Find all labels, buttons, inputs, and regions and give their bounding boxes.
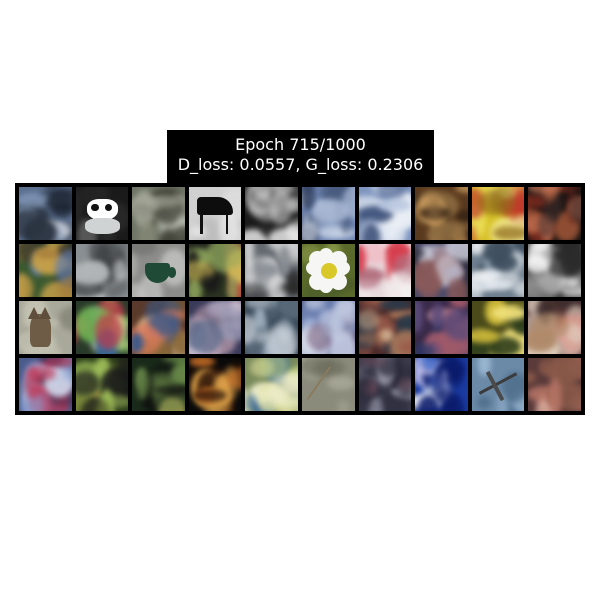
generated-sample-tile — [358, 244, 412, 297]
generated-sample-tile — [132, 358, 185, 411]
generated-sample-tile — [19, 301, 72, 354]
generated-sample-tile — [528, 301, 581, 354]
generated-samples-grid — [15, 183, 585, 415]
generated-sample-tile — [301, 358, 355, 411]
generated-sample-tile — [471, 301, 525, 354]
generated-sample-tile — [471, 358, 525, 411]
epoch-label: Epoch 715/1000 — [235, 135, 366, 154]
generated-sample-tile — [245, 244, 298, 297]
generated-sample-tile — [75, 301, 129, 354]
generated-sample-tile — [19, 358, 72, 411]
loss-label: D_loss: 0.0557, G_loss: 0.2306 — [177, 155, 424, 174]
generated-sample-tile — [415, 244, 468, 297]
generated-sample-tile — [132, 187, 185, 240]
plot-title: Epoch 715/1000 D_loss: 0.0557, G_loss: 0… — [167, 130, 434, 183]
generated-sample-tile — [415, 187, 468, 240]
generated-sample-tile — [75, 187, 129, 240]
generated-sample-tile — [132, 301, 185, 354]
generated-sample-tile — [471, 187, 525, 240]
generated-sample-tile — [358, 187, 412, 240]
generated-sample-tile — [301, 301, 355, 354]
generated-sample-tile — [188, 244, 242, 297]
generated-sample-tile — [358, 301, 412, 354]
generated-sample-tile — [415, 301, 468, 354]
generated-sample-tile — [301, 187, 355, 240]
generated-sample-tile — [19, 244, 72, 297]
generated-sample-tile — [75, 358, 129, 411]
generated-sample-tile — [471, 244, 525, 297]
generated-sample-tile — [75, 244, 129, 297]
generated-sample-tile — [301, 244, 355, 297]
generated-sample-tile — [528, 187, 581, 240]
generated-sample-tile — [528, 244, 581, 297]
generated-sample-tile — [528, 358, 581, 411]
generated-sample-tile — [245, 358, 298, 411]
generated-sample-tile — [245, 301, 298, 354]
generated-sample-tile — [245, 187, 298, 240]
generated-sample-tile — [19, 187, 72, 240]
generated-sample-tile — [132, 244, 185, 297]
generated-sample-tile — [415, 358, 468, 411]
generated-sample-tile — [188, 187, 242, 240]
generated-sample-tile — [188, 358, 242, 411]
generated-sample-tile — [358, 358, 412, 411]
generated-sample-tile — [188, 301, 242, 354]
